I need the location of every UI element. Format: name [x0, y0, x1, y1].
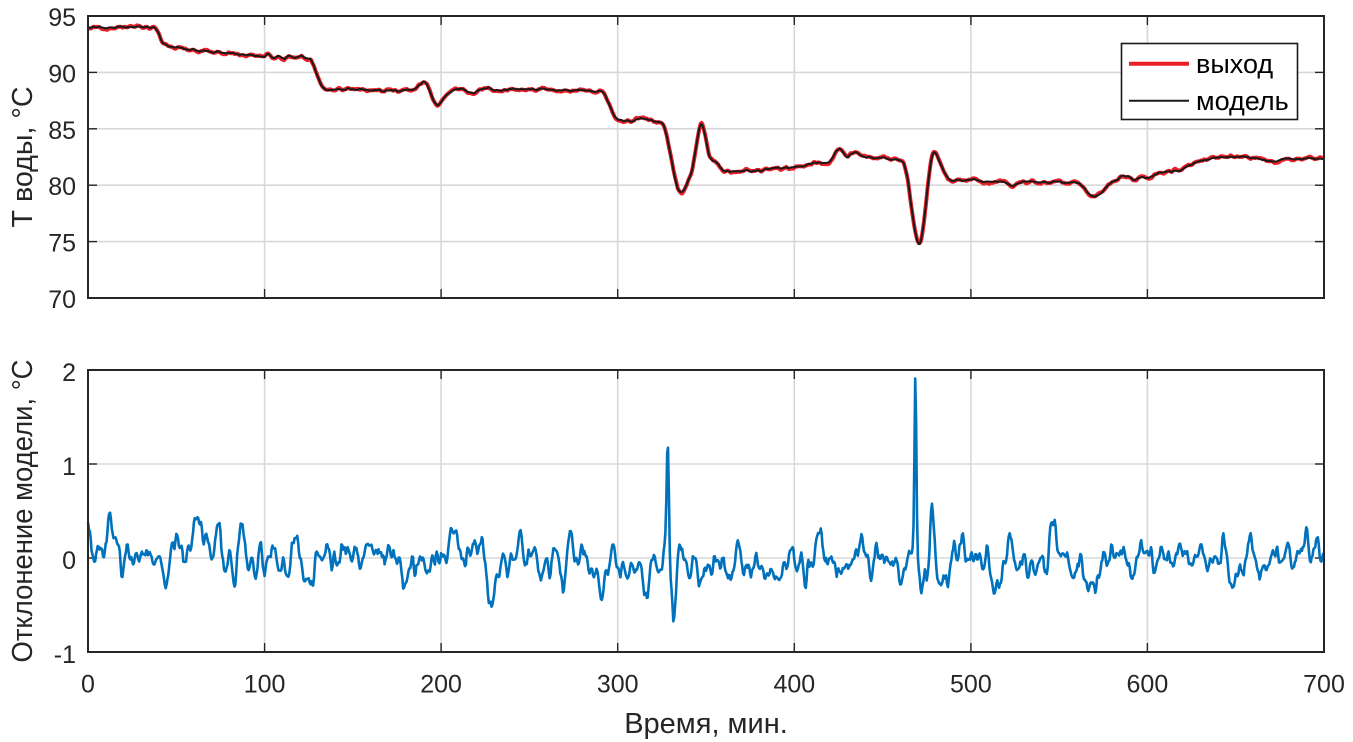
svg-text:Время, мин.: Время, мин.	[624, 708, 788, 740]
svg-text:90: 90	[48, 60, 76, 88]
svg-text:2: 2	[62, 359, 76, 387]
svg-text:1: 1	[62, 453, 76, 481]
svg-text:75: 75	[48, 230, 76, 258]
svg-text:Т воды, °C: Т воды, °C	[7, 87, 39, 228]
svg-text:95: 95	[48, 4, 76, 32]
svg-text:70: 70	[48, 286, 76, 314]
svg-text:0: 0	[81, 671, 95, 699]
svg-text:80: 80	[48, 173, 76, 201]
svg-text:700: 700	[1303, 671, 1345, 699]
svg-text:Отклонение модели, °C: Отклонение модели, °C	[7, 360, 39, 663]
svg-text:600: 600	[1127, 671, 1169, 699]
svg-text:100: 100	[244, 671, 286, 699]
svg-text:200: 200	[420, 671, 462, 699]
svg-text:0: 0	[62, 547, 76, 575]
svg-text:300: 300	[597, 671, 639, 699]
svg-text:-1: -1	[54, 641, 76, 669]
svg-text:85: 85	[48, 117, 76, 145]
svg-text:500: 500	[950, 671, 992, 699]
svg-text:400: 400	[773, 671, 815, 699]
svg-text:выход: выход	[1196, 49, 1273, 79]
svg-text:модель: модель	[1196, 86, 1289, 116]
